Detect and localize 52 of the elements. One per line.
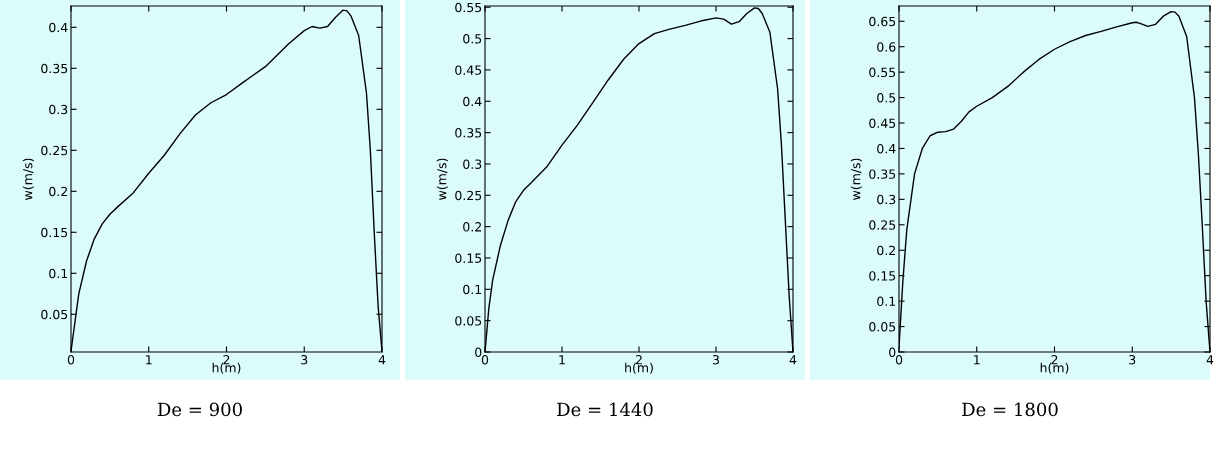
y-tick-label: 0.4 — [49, 22, 68, 33]
y-tick-label: 0.1 — [463, 284, 482, 295]
y-tick-label: 0.5 — [463, 34, 482, 44]
y-tick-label: 0.2 — [463, 222, 481, 232]
y-tick-label: 0.15 — [869, 271, 896, 281]
y-tick-label: 0.4 — [463, 96, 482, 107]
x-tick-label: 0 — [481, 355, 489, 365]
x-tick-label: 0 — [895, 355, 903, 365]
x-tick-label: 3 — [301, 355, 308, 365]
y-tick-label: 0.1 — [49, 268, 68, 279]
y-tick-label: 0.05 — [869, 322, 896, 332]
y-tick-label: 0.3 — [49, 104, 68, 115]
y-tick-label: 0.4 — [877, 143, 896, 154]
y-tick-label: 0.45 — [869, 118, 896, 128]
y-tick-label: 0.25 — [869, 220, 896, 230]
y-tick-label: 0.05 — [41, 309, 68, 320]
x-tick-label: 1 — [974, 355, 980, 365]
y-tick-label: 0.2 — [877, 245, 895, 256]
y-tick-label: 0.35 — [455, 128, 482, 138]
x-tick-label: 1 — [559, 355, 565, 365]
y-axis-title: w(m/s) — [22, 158, 34, 200]
y-tick-label: 0 — [475, 347, 482, 357]
x-tick-label: 0 — [67, 355, 75, 365]
y-tick-label: 0.55 — [455, 2, 482, 13]
x-tick-label: 4 — [378, 355, 386, 365]
y-tick-label: 0.15 — [41, 227, 68, 238]
text: De = 900 — [157, 402, 242, 417]
text: De = 1800 — [962, 402, 1058, 417]
y-tick-label: 0.35 — [869, 169, 896, 179]
x-tick-label: 3 — [712, 355, 719, 365]
x-tick-label: 3 — [1129, 355, 1136, 365]
y-tick-label: 0.2 — [49, 186, 67, 197]
y-tick-label: 0.35 — [41, 63, 68, 74]
y-tick-label: 0.15 — [455, 253, 482, 263]
text: De = 1440 — [557, 402, 653, 417]
y-axis-title: w(m/s) — [850, 158, 862, 200]
y-tick-label: 0 — [889, 347, 896, 357]
x-tick-label: 4 — [789, 355, 797, 365]
y-axis-title: w(m/s) — [436, 158, 448, 200]
y-tick-label: 0.25 — [41, 145, 68, 156]
y-tick-label: 0.1 — [877, 296, 896, 307]
y-tick-label: 0.3 — [877, 194, 896, 205]
y-tick-label: 0.45 — [455, 65, 482, 75]
y-tick-label: 0.25 — [455, 190, 482, 201]
y-tick-label: 0.65 — [869, 16, 896, 27]
y-tick-label: 0.3 — [463, 159, 482, 169]
y-tick-label: 0.6 — [877, 42, 896, 52]
y-tick-label: 0.05 — [455, 316, 482, 326]
y-tick-label: 0.55 — [869, 67, 896, 78]
x-tick-label: 1 — [146, 355, 152, 365]
y-tick-label: 0.5 — [877, 93, 896, 103]
x-tick-label: 4 — [1206, 355, 1214, 365]
